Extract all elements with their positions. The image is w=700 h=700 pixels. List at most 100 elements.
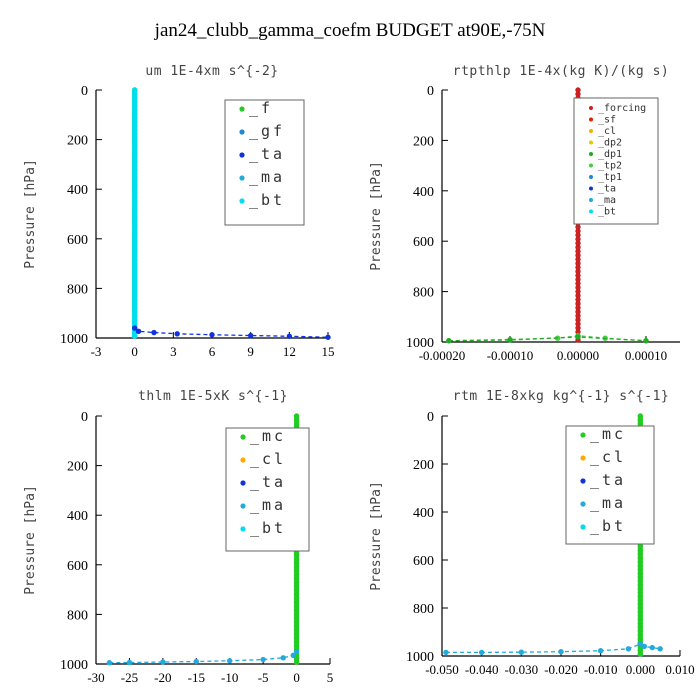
legend-label: _tp1 xyxy=(598,172,622,183)
legend-marker xyxy=(239,152,245,158)
series-marker xyxy=(174,331,180,337)
series-marker xyxy=(507,337,513,343)
legend-label: _ta xyxy=(590,471,626,489)
legend-label: _mc xyxy=(250,427,286,445)
legend-label: _mc xyxy=(590,425,626,443)
legend-marker xyxy=(589,163,593,168)
legend-marker xyxy=(580,455,586,461)
x-tick-label: -0.050 xyxy=(425,662,459,677)
series-marker xyxy=(209,332,215,338)
legend-marker xyxy=(239,175,245,181)
series-marker xyxy=(575,334,581,340)
x-tick-label: -15 xyxy=(188,670,205,685)
panel-title: rtpthlp 1E-4x(kg K)/(kg s) xyxy=(453,64,670,79)
legend-label: _bt xyxy=(250,519,286,537)
legend-label: _ta xyxy=(250,473,286,491)
y-tick-label: 400 xyxy=(67,509,88,524)
series-marker xyxy=(106,660,113,666)
y-tick-label: 0 xyxy=(427,410,434,425)
series-marker xyxy=(637,641,644,647)
y-tick-label: 200 xyxy=(67,460,88,475)
y-axis-label: Pressure [hPa] xyxy=(369,161,384,271)
series-marker xyxy=(478,649,485,656)
legend-label: _dp1 xyxy=(598,149,622,160)
series-line xyxy=(134,327,329,338)
x-tick-label: 0.00000 xyxy=(557,348,599,363)
y-tick-label: 800 xyxy=(413,286,434,301)
y-tick-label: 0 xyxy=(81,410,88,425)
legend-label: _gf xyxy=(249,122,285,140)
series-marker xyxy=(657,646,663,652)
x-tick-label: 15 xyxy=(322,344,335,359)
legend-marker xyxy=(589,209,593,214)
series-marker xyxy=(293,659,300,665)
x-tick-label: -3 xyxy=(91,344,102,359)
y-tick-label: 400 xyxy=(413,506,434,521)
series-marker xyxy=(160,659,166,665)
legend-box xyxy=(224,99,305,226)
x-tick-label: -0.030 xyxy=(505,662,539,677)
legend-marker xyxy=(240,434,246,440)
legend-marker xyxy=(240,480,246,486)
legend-label: _bt xyxy=(590,517,626,535)
series-marker xyxy=(443,649,449,656)
x-tick-label: -0.00010 xyxy=(487,348,534,363)
legend-label: _ma xyxy=(590,494,626,512)
series-line xyxy=(109,651,298,664)
series-marker xyxy=(293,648,300,655)
y-tick-label: 1000 xyxy=(60,658,88,673)
x-tick-label: -0.020 xyxy=(544,662,578,677)
x-tick-label: -0.010 xyxy=(584,662,618,677)
x-tick-label: -5 xyxy=(258,670,269,685)
series-marker xyxy=(151,329,157,336)
y-tick-label: 800 xyxy=(67,608,88,623)
legend-marker xyxy=(580,524,586,530)
series-marker xyxy=(247,332,254,339)
series-marker xyxy=(126,659,133,666)
legend-box xyxy=(565,425,655,545)
legend-marker xyxy=(589,175,593,179)
x-tick-label: 0 xyxy=(131,344,138,359)
legend-label: _cl xyxy=(250,450,286,468)
panel-title: rtm 1E-8xkg kg^{-1} s^{-1} xyxy=(453,389,670,404)
y-tick-label: 600 xyxy=(413,554,434,569)
series-marker xyxy=(641,643,647,650)
legend-marker xyxy=(589,186,593,191)
series-marker xyxy=(597,648,604,654)
figure-title: jan24_clubb_gamma_coefm BUDGET at90E,-75… xyxy=(154,20,546,41)
legend-marker xyxy=(239,106,245,112)
legend-box xyxy=(573,97,659,225)
y-tick-label: 1000 xyxy=(406,336,434,351)
x-tick-label: 0 xyxy=(293,670,300,685)
series-marker xyxy=(625,646,632,652)
legend-marker xyxy=(589,117,593,122)
y-axis-label: Pressure [hPa] xyxy=(369,481,384,591)
legend-marker xyxy=(589,140,593,145)
series-marker xyxy=(637,651,644,657)
series-marker xyxy=(135,328,142,335)
legend-label: _cl xyxy=(590,448,626,466)
y-tick-label: 600 xyxy=(67,233,88,248)
x-tick-label: 6 xyxy=(209,344,216,359)
legend-label: _bt xyxy=(249,191,285,209)
x-tick-label: -10 xyxy=(221,670,238,685)
legend-marker xyxy=(589,198,593,202)
x-tick-label: 0.010 xyxy=(665,662,694,677)
legend-label: _ma xyxy=(249,168,285,186)
series-marker xyxy=(260,656,266,663)
y-tick-label: 200 xyxy=(413,134,434,149)
x-tick-label: 9 xyxy=(247,344,254,359)
y-tick-label: 1000 xyxy=(406,650,434,665)
legend-marker xyxy=(240,457,246,463)
series-marker xyxy=(643,338,649,344)
legend-label: _cl xyxy=(598,126,616,137)
series-line xyxy=(448,336,647,342)
legend-marker xyxy=(589,152,593,156)
legend-label: _ma xyxy=(598,195,616,206)
x-tick-label: -30 xyxy=(87,670,104,685)
legend-marker xyxy=(580,501,586,507)
y-tick-label: 0 xyxy=(427,84,434,99)
legend-label: _tp2 xyxy=(598,161,622,172)
y-axis-label: Pressure [hPa] xyxy=(23,485,38,595)
